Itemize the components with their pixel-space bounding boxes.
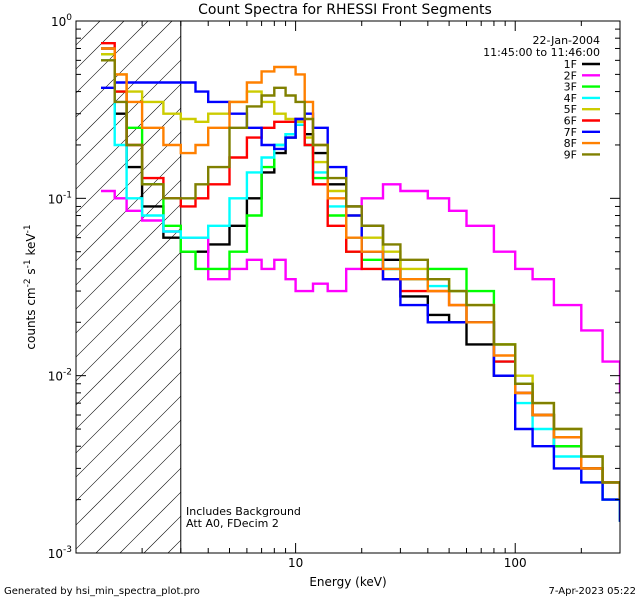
hatch-line xyxy=(76,21,101,46)
hatch-line xyxy=(95,467,181,553)
hatch-line xyxy=(76,443,181,550)
ylabel-exp-cm: -2 xyxy=(23,278,33,287)
hatch-line xyxy=(76,395,181,502)
legend-label-9f: 9F xyxy=(564,148,577,161)
x-tick-label: 100 xyxy=(504,556,527,570)
legend-label-5f: 5F xyxy=(564,103,577,116)
hatch-line xyxy=(76,227,181,334)
footer-timestamp: 7-Apr-2023 05:22 xyxy=(549,586,636,597)
series-line-9f xyxy=(101,59,620,500)
series-line-4f xyxy=(101,59,620,522)
y-tick-label: 10-1 xyxy=(48,190,72,206)
annotation-background: Includes Background xyxy=(186,505,301,518)
ylabel-exp-s: -1 xyxy=(23,259,33,268)
legend-label-4f: 4F xyxy=(564,92,577,105)
series-line-3f xyxy=(101,53,620,522)
x-tick-label: 10 xyxy=(288,556,303,570)
ylabel-units: counts cm xyxy=(24,287,38,349)
hatch-line xyxy=(76,21,125,70)
legend-label-7f: 7F xyxy=(564,126,577,139)
hatch-line xyxy=(76,251,181,358)
legend-label-2f: 2F xyxy=(564,69,577,82)
hatch-line xyxy=(76,35,181,142)
footer-generator: Generated by hsi_min_spectra_plot.pro xyxy=(4,586,200,597)
hatch-line xyxy=(76,275,181,382)
ylabel-exp-kev: -1 xyxy=(23,224,33,233)
annotation-attenuator: Att A0, FDecim 2 xyxy=(186,517,279,530)
ylabel-s: s xyxy=(24,268,38,278)
legend-label-8f: 8F xyxy=(564,137,577,150)
y-tick-label: 100 xyxy=(51,13,72,29)
hatch-line xyxy=(119,491,181,553)
hatch-line xyxy=(76,371,181,478)
y-tick-label: 10-2 xyxy=(48,368,72,384)
plot-frame xyxy=(75,20,621,554)
y-axis-label: counts cm-2 s-1 keV-1 xyxy=(23,224,38,349)
series-line-8f xyxy=(101,47,620,500)
hatch-line xyxy=(76,419,181,526)
hatch-line xyxy=(76,21,173,118)
series-line-1f xyxy=(101,47,620,522)
y-tick-label: 10-3 xyxy=(48,545,72,561)
background-hatched-region xyxy=(76,21,181,553)
hatch-line xyxy=(76,83,181,190)
series-line-6f xyxy=(101,42,620,500)
hatch-line xyxy=(76,59,181,166)
hatch-line xyxy=(76,21,77,22)
legend-label-1f: 1F xyxy=(564,58,577,71)
time-range-label: 11:45:00 to 11:46:00 xyxy=(483,46,600,59)
legend-label-3f: 3F xyxy=(564,81,577,94)
ylabel-kev: keV xyxy=(24,233,38,260)
hatch-line xyxy=(76,203,181,310)
series-line-5f xyxy=(101,53,620,500)
hatch-line xyxy=(76,107,181,214)
legend-label-6f: 6F xyxy=(564,115,577,128)
x-axis-label: Energy (keV) xyxy=(309,575,386,589)
series-line-7f xyxy=(101,81,620,522)
date-label: 22-Jan-2004 xyxy=(533,34,601,47)
chart-title: Count Spectra for RHESSI Front Segments xyxy=(198,2,492,18)
